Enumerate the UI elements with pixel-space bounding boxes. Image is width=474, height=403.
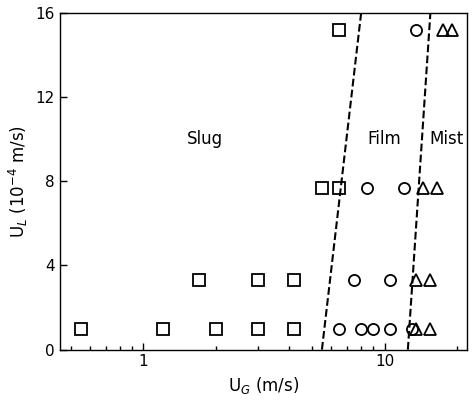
Y-axis label: U$_L$ (10$^{-4}$ m/s): U$_L$ (10$^{-4}$ m/s) [7, 125, 30, 238]
X-axis label: U$_G$ (m/s): U$_G$ (m/s) [228, 375, 299, 396]
Text: Slug: Slug [187, 130, 223, 148]
Text: Mist: Mist [429, 130, 463, 148]
Text: Film: Film [368, 130, 401, 148]
